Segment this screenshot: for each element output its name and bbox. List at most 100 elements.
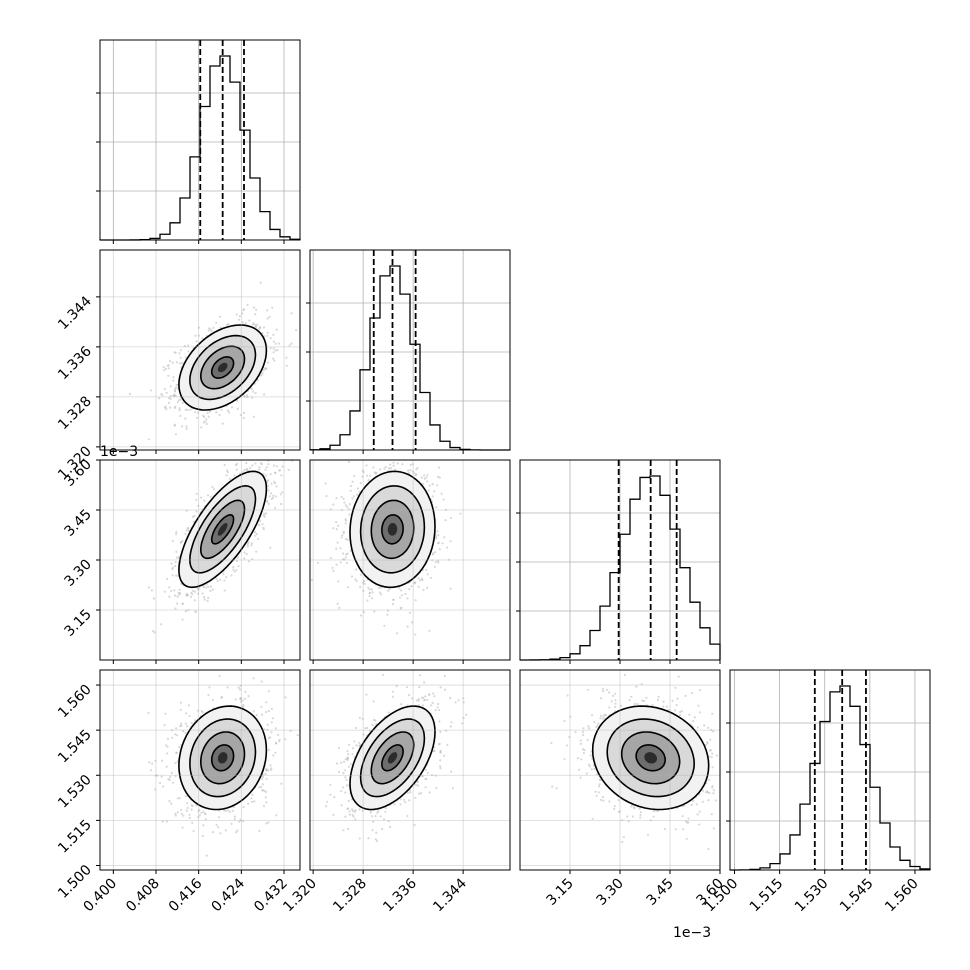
sample-point: [149, 389, 152, 392]
sample-point: [409, 463, 412, 466]
sample-point: [369, 474, 372, 477]
sample-point: [325, 495, 328, 498]
sample-point: [340, 495, 343, 499]
sample-point: [290, 312, 293, 315]
sample-point: [271, 496, 274, 499]
sample-point: [256, 323, 259, 326]
contour-line: [210, 513, 235, 545]
sample-point: [281, 465, 284, 468]
scatter-panel-4-1: [99, 669, 301, 871]
sample-point: [344, 518, 347, 521]
sample-point: [168, 586, 171, 589]
sample-point: [254, 534, 257, 537]
sample-point: [195, 510, 198, 513]
sample-point: [393, 468, 397, 471]
sample-point: [187, 704, 190, 707]
sample-point: [169, 359, 172, 362]
sample-point: [251, 464, 254, 467]
sample-point: [181, 618, 184, 621]
sample-point: [211, 698, 214, 702]
sample-point: [207, 494, 210, 497]
sample-point: [218, 315, 221, 318]
scatter-panel-3-1: [99, 459, 301, 661]
sample-point: [409, 469, 412, 472]
sample-point: [366, 599, 369, 602]
sample-point: [181, 401, 184, 404]
sample-point: [184, 408, 187, 411]
sample-point: [241, 699, 244, 702]
sample-point: [359, 573, 363, 576]
sample-point: [203, 499, 206, 502]
sample-point: [207, 585, 210, 588]
sample-point: [254, 462, 257, 465]
sample-point: [410, 585, 413, 588]
sample-point: [392, 598, 395, 601]
sample-point: [276, 349, 279, 352]
sample-point: [153, 631, 156, 634]
sample-point: [171, 736, 174, 739]
sample-point: [211, 831, 215, 834]
sample-point: [260, 705, 263, 708]
sample-point: [242, 411, 245, 414]
sample-point: [205, 586, 208, 589]
sample-point: [212, 326, 215, 329]
sample-point: [179, 356, 182, 359]
sample-point: [347, 586, 350, 589]
sample-point: [173, 594, 177, 597]
sample-point: [244, 322, 248, 325]
sample-point: [396, 632, 399, 635]
sample-point: [449, 540, 452, 543]
sample-point: [263, 393, 266, 396]
sample-point: [258, 468, 261, 471]
sample-point: [342, 552, 345, 555]
sample-point: [255, 325, 258, 328]
sample-point: [218, 674, 221, 678]
sample-point: [179, 701, 182, 704]
sample-point: [343, 501, 346, 504]
sample-point: [260, 785, 263, 789]
sample-point: [174, 565, 177, 568]
panel-content: [100, 670, 300, 870]
sample-point: [267, 479, 270, 482]
sample-point: [347, 460, 350, 463]
sample-point: [239, 688, 242, 691]
sample-point: [164, 367, 168, 370]
sample-point: [236, 829, 239, 832]
sample-point: [174, 812, 177, 815]
sample-point: [250, 544, 253, 547]
sample-point: [182, 814, 185, 817]
sample-point: [209, 585, 213, 588]
sample-point: [168, 800, 171, 803]
sample-point: [274, 751, 277, 754]
sample-point: [170, 802, 173, 805]
sample-point: [185, 712, 188, 715]
sample-point: [175, 383, 178, 386]
sample-point: [266, 317, 269, 320]
sample-point: [170, 589, 173, 593]
sample-point: [255, 550, 258, 553]
sample-point: [185, 529, 188, 532]
sample-point: [342, 531, 345, 535]
sample-point: [267, 748, 270, 752]
sample-point: [246, 545, 249, 548]
sample-point: [259, 281, 262, 284]
sample-point: [265, 769, 268, 772]
sample-point: [181, 425, 184, 428]
sample-point: [253, 531, 256, 534]
sample-point: [201, 835, 204, 838]
sample-point: [225, 576, 228, 579]
sample-point: [421, 482, 425, 485]
sample-point: [265, 701, 268, 704]
sample-point: [169, 397, 172, 401]
sample-point: [254, 323, 257, 326]
sample-point: [236, 556, 239, 559]
sample-point: [191, 821, 194, 825]
sample-point: [437, 475, 440, 478]
sample-point: [185, 809, 188, 812]
sample-point: [186, 408, 189, 411]
sample-point: [366, 474, 369, 477]
sample-point: [267, 489, 270, 492]
sample-point: [266, 334, 269, 337]
sample-point: [242, 394, 246, 397]
sample-point: [337, 524, 340, 527]
